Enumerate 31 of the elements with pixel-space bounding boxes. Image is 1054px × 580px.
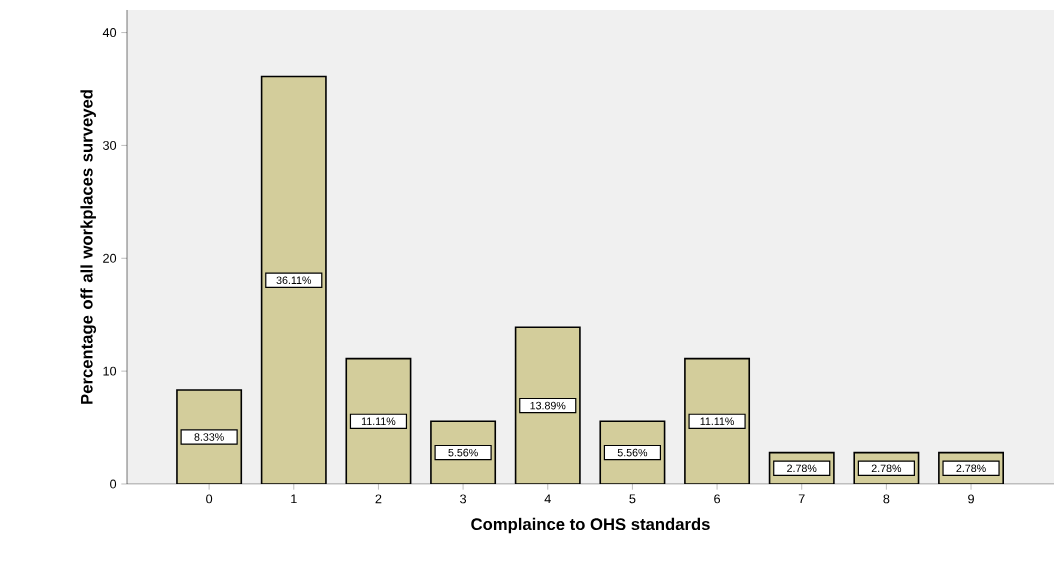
- data-label: 8.33%: [194, 433, 224, 441]
- data-label: 2.78%: [956, 464, 986, 473]
- bar: [345, 357, 412, 484]
- data-label: 2.78%: [787, 464, 817, 473]
- x-tick-label: 8: [883, 494, 890, 504]
- x-axis-title: Complaince to OHS standards: [471, 517, 710, 534]
- data-label: 2.78%: [871, 464, 902, 473]
- y-tick-label: 40: [102, 28, 117, 38]
- data-label: 5.56%: [448, 448, 478, 457]
- y-axis-title: Percentage off all workplaces surveyed: [80, 90, 97, 404]
- x-tick-label: 4: [544, 494, 551, 504]
- x-tick-label: 1: [291, 494, 297, 504]
- x-tick-label: 7: [798, 494, 805, 504]
- y-tick-label: 0: [110, 479, 117, 489]
- data-label: 13.89%: [530, 401, 566, 410]
- x-tick-label: 6: [714, 494, 721, 504]
- data-label: 5.56%: [617, 448, 648, 457]
- bar: [260, 75, 327, 484]
- x-tick-label: 9: [968, 494, 974, 504]
- x-tick-label: 3: [460, 494, 467, 504]
- bar: [684, 357, 751, 484]
- y-tick-label: 10: [103, 366, 117, 376]
- x-tick-label: 2: [375, 494, 382, 504]
- x-tick-label: 5: [629, 494, 636, 504]
- x-tick-label: 0: [206, 494, 213, 504]
- y-tick-label: 30: [103, 140, 117, 150]
- data-label: 11.11%: [700, 417, 734, 426]
- data-label: 11.11%: [361, 417, 396, 426]
- bar: [514, 326, 581, 484]
- data-label: 36.11%: [276, 276, 312, 284]
- y-tick-label: 20: [103, 253, 117, 263]
